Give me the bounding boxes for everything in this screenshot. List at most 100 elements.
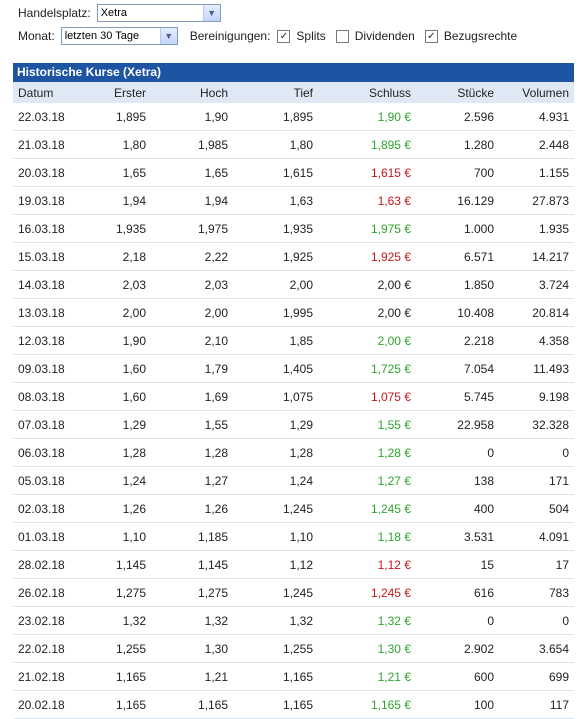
chevron-down-icon[interactable]: ▼ (159, 28, 177, 44)
low-cell: 1,85 (233, 326, 318, 355)
units-cell: 1.000 (416, 214, 499, 243)
volume-cell: 171 (499, 466, 574, 495)
table-row: 19.03.18 1,94 1,94 1,63 1,63 €16.129 27.873 (13, 186, 574, 215)
column-header-date: Datum (13, 82, 97, 103)
column-header-first: Erster (97, 82, 151, 103)
table-row: 20.02.18 1,165 1,165 1,165 1,165 €100 117 (13, 690, 574, 719)
close-cell: 1,28 € (318, 438, 416, 467)
date-cell: 05.03.18 (13, 466, 97, 495)
date-cell: 22.02.18 (13, 634, 97, 663)
table-row: 15.03.18 2,18 2,22 1,925 1,925 €6.571 14.217 (13, 242, 574, 271)
units-cell: 5.745 (416, 382, 499, 411)
first-cell: 1,29 (97, 410, 151, 439)
date-cell: 28.02.18 (13, 550, 97, 579)
units-cell: 700 (416, 158, 499, 187)
rights-checkbox[interactable]: ✓ (424, 29, 438, 43)
table-row: 02.03.18 1,26 1,26 1,245 1,245 €400 504 (13, 494, 574, 523)
first-cell: 1,60 (97, 382, 151, 411)
chevron-down-icon[interactable]: ▼ (202, 5, 220, 21)
low-cell: 1,10 (233, 522, 318, 551)
splits-option[interactable]: ✓ Splits (277, 29, 326, 43)
first-cell: 1,24 (97, 466, 151, 495)
column-header-low: Tief (233, 82, 318, 103)
first-cell: 2,03 (97, 270, 151, 299)
units-cell: 138 (416, 466, 499, 495)
low-cell: 1,995 (233, 298, 318, 327)
table-row: 12.03.18 1,90 2,10 1,85 2,00 €2.218 4.358 (13, 326, 574, 355)
splits-label: Splits (296, 29, 326, 43)
high-cell: 2,22 (151, 242, 233, 271)
date-cell: 08.03.18 (13, 382, 97, 411)
table-row: 16.03.18 1,935 1,975 1,935 1,975 €1.000 1.935 (13, 214, 574, 243)
exchange-label: Handelsplatz: (18, 6, 91, 20)
first-cell: 1,895 (97, 103, 151, 131)
volume-cell: 4.091 (499, 522, 574, 551)
close-cell: 1,725 € (318, 354, 416, 383)
low-cell: 1,075 (233, 382, 318, 411)
units-cell: 1.850 (416, 270, 499, 299)
low-cell: 1,28 (233, 438, 318, 467)
dividends-option[interactable]: Dividenden (335, 29, 415, 43)
close-cell: 1,55 € (318, 410, 416, 439)
first-cell: 1,94 (97, 186, 151, 215)
date-cell: 22.03.18 (13, 103, 97, 131)
table-title: Historische Kurse (Xetra) (13, 63, 574, 82)
splits-checkbox[interactable]: ✓ (277, 29, 291, 43)
low-cell: 1,165 (233, 690, 318, 719)
close-cell: 2,00 € (318, 298, 416, 327)
high-cell: 1,90 (151, 103, 233, 131)
period-select-value: letzten 30 Tage (64, 30, 140, 42)
volume-cell: 783 (499, 578, 574, 607)
volume-cell: 2.448 (499, 130, 574, 159)
column-header-high: Hoch (151, 82, 233, 103)
table-row: 28.02.18 1,145 1,145 1,12 1,12 €15 17 (13, 550, 574, 579)
date-cell: 19.03.18 (13, 186, 97, 215)
low-cell: 2,00 (233, 270, 318, 299)
volume-cell: 0 (499, 606, 574, 635)
exchange-select[interactable]: Xetra ▼ (96, 4, 221, 22)
high-cell: 1,145 (151, 550, 233, 579)
table-row: 08.03.18 1,60 1,69 1,075 1,075 €5.745 9.198 (13, 382, 574, 411)
units-cell: 15 (416, 550, 499, 579)
low-cell: 1,615 (233, 158, 318, 187)
table-row: 22.02.18 1,255 1,30 1,255 1,30 €2.902 3.654 (13, 634, 574, 663)
column-header-units: Stücke (416, 82, 499, 103)
close-cell: 1,63 € (318, 186, 416, 215)
date-cell: 02.03.18 (13, 494, 97, 523)
close-cell: 1,615 € (318, 158, 416, 187)
high-cell: 2,03 (151, 270, 233, 299)
first-cell: 1,165 (97, 662, 151, 691)
units-cell: 600 (416, 662, 499, 691)
first-cell: 1,80 (97, 130, 151, 159)
first-cell: 1,10 (97, 522, 151, 551)
volume-cell: 14.217 (499, 242, 574, 271)
units-cell: 0 (416, 438, 499, 467)
volume-cell: 117 (499, 690, 574, 719)
column-header-volume: Volumen (499, 82, 574, 103)
table-row: 21.03.18 1,80 1,985 1,80 1,895 €1.280 2.448 (13, 130, 574, 159)
volume-cell: 699 (499, 662, 574, 691)
rights-option[interactable]: ✓ Bezugsrechte (424, 29, 517, 43)
period-select[interactable]: letzten 30 Tage ▼ (60, 27, 178, 45)
volume-cell: 504 (499, 494, 574, 523)
high-cell: 1,55 (151, 410, 233, 439)
first-cell: 1,65 (97, 158, 151, 187)
units-cell: 0 (416, 606, 499, 635)
close-cell: 1,895 € (318, 130, 416, 159)
first-cell: 1,90 (97, 326, 151, 355)
close-cell: 1,925 € (318, 242, 416, 271)
units-cell: 100 (416, 690, 499, 719)
units-cell: 22.958 (416, 410, 499, 439)
date-cell: 20.03.18 (13, 158, 97, 187)
close-cell: 1,32 € (318, 606, 416, 635)
date-cell: 09.03.18 (13, 354, 97, 383)
table-row: 20.03.18 1,65 1,65 1,615 1,615 €700 1.155 (13, 158, 574, 187)
units-cell: 10.408 (416, 298, 499, 327)
dividends-checkbox[interactable] (335, 29, 349, 43)
table-row: 13.03.18 2,00 2,00 1,995 2,00 €10.408 20.814 (13, 298, 574, 327)
low-cell: 1,24 (233, 466, 318, 495)
volume-cell: 4.931 (499, 103, 574, 131)
first-cell: 1,145 (97, 550, 151, 579)
high-cell: 1,94 (151, 186, 233, 215)
high-cell: 2,00 (151, 298, 233, 327)
